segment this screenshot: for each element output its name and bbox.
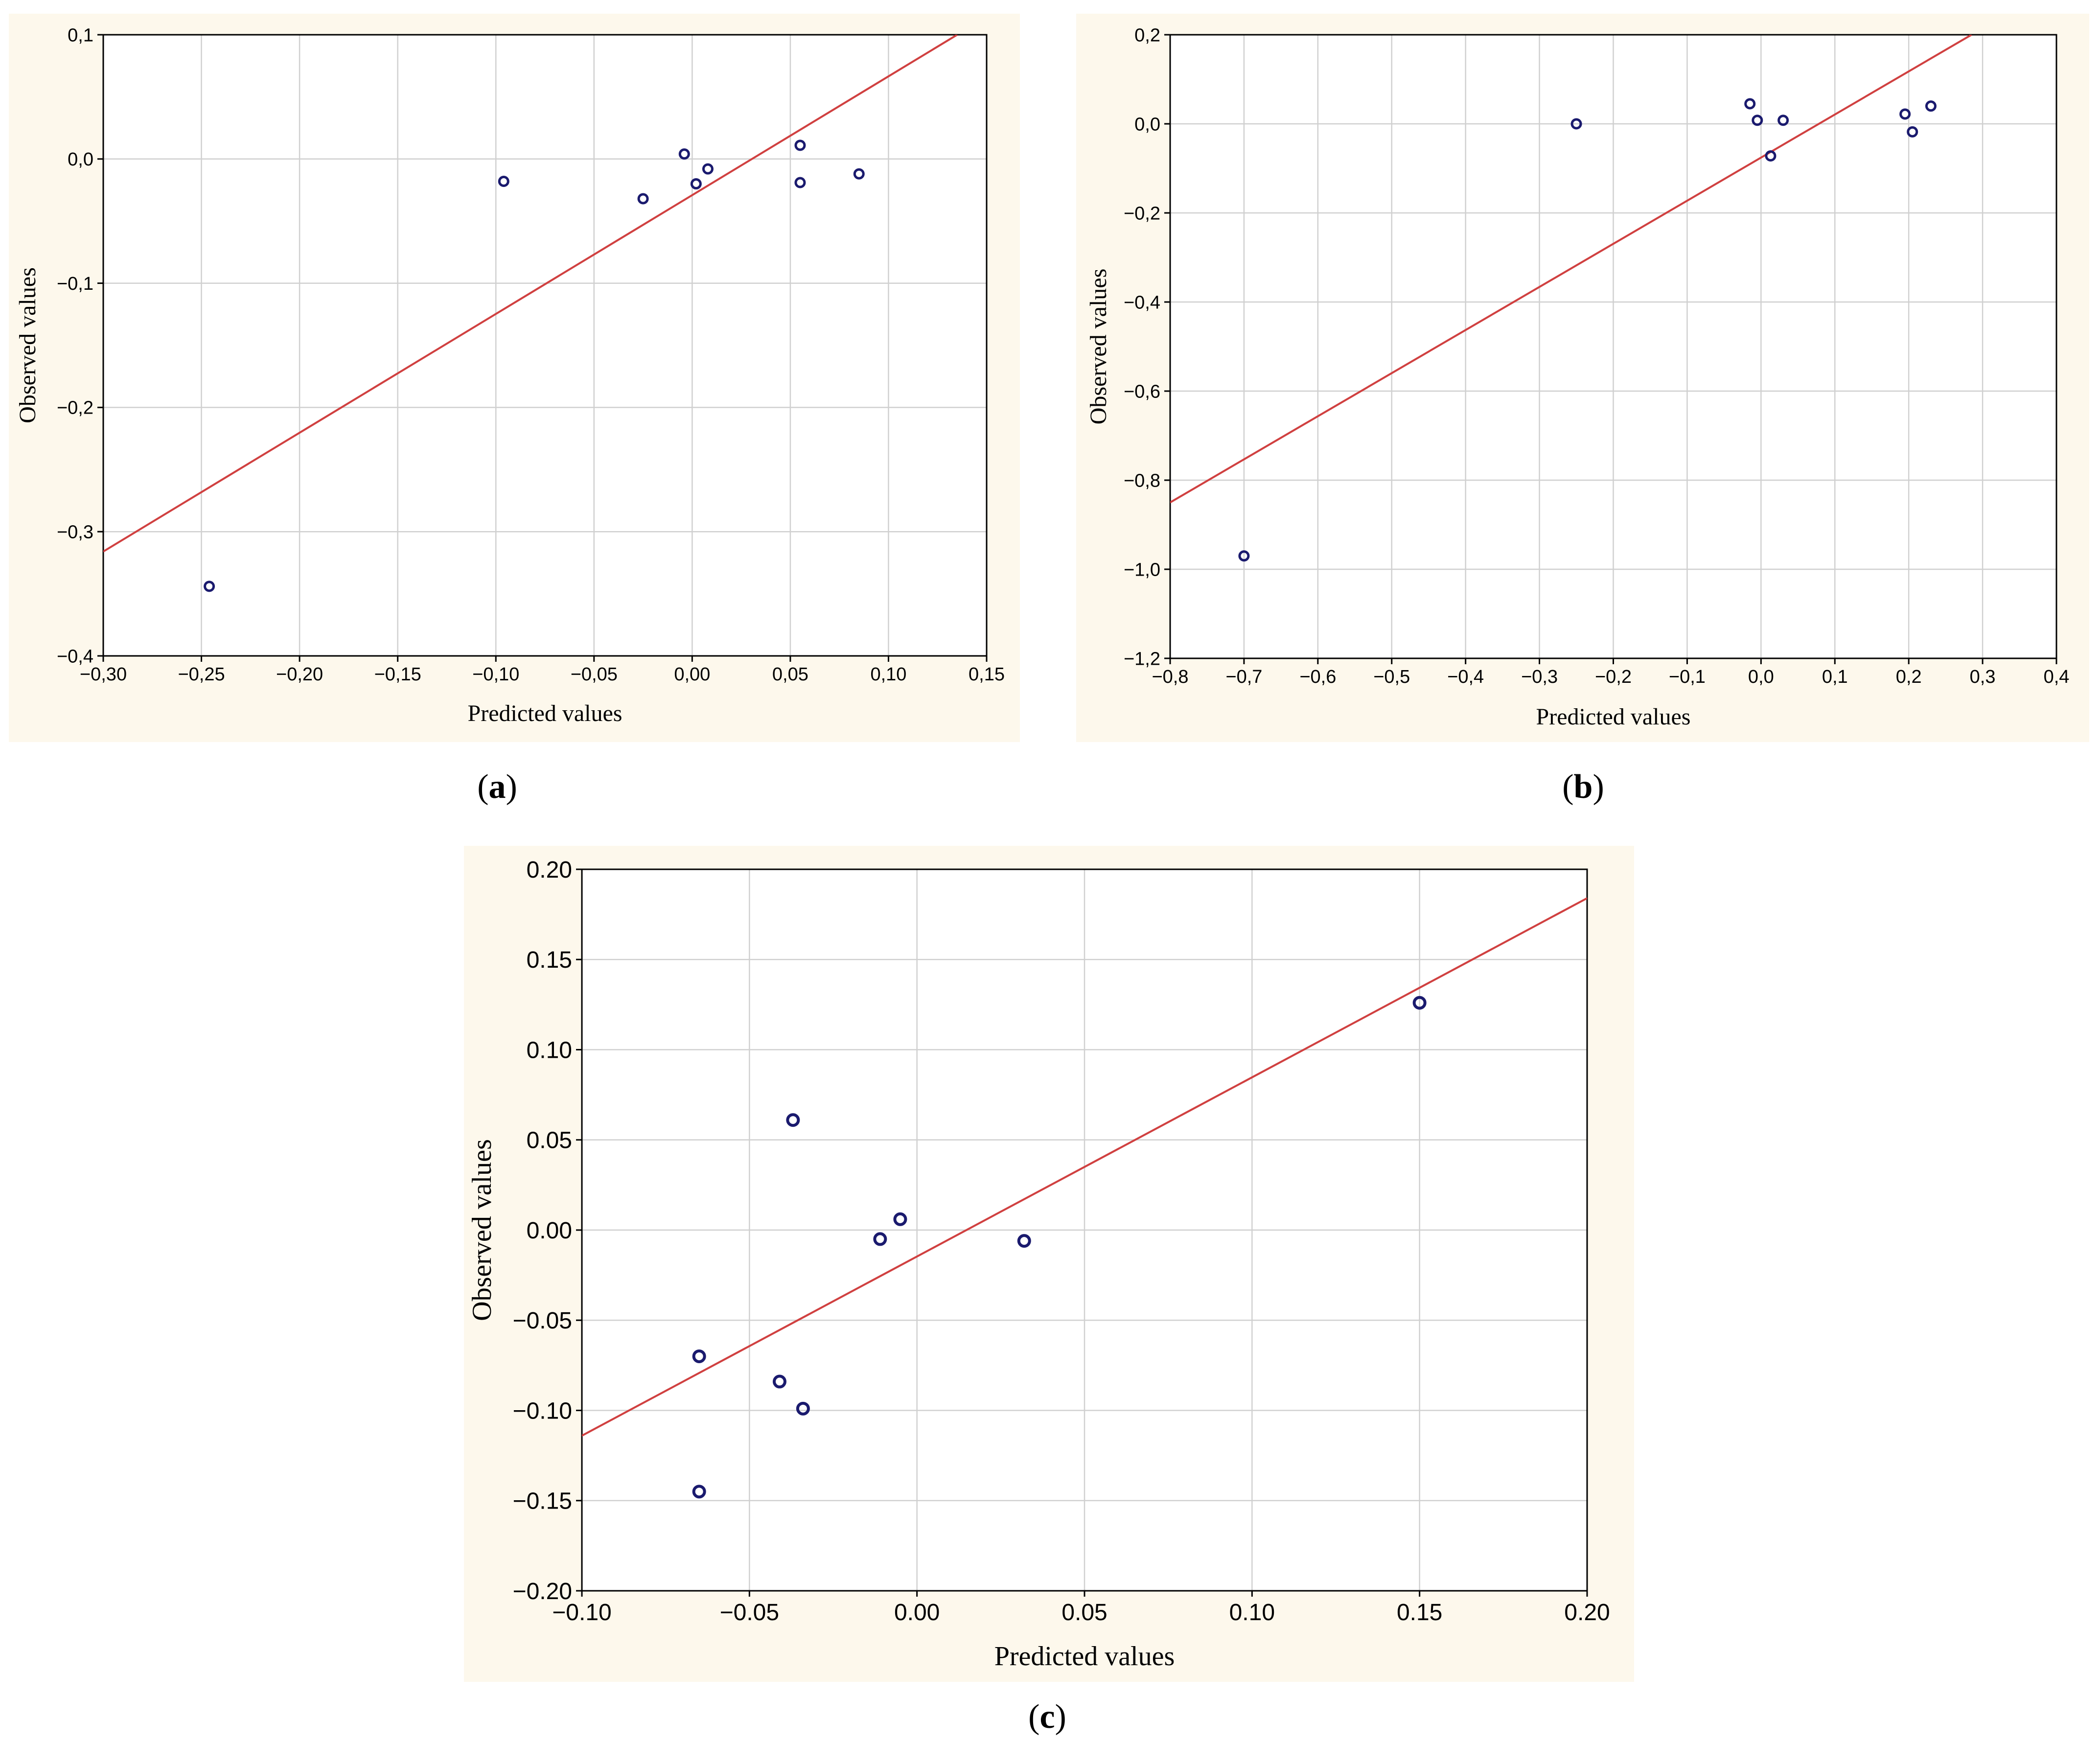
x-tick-label: −0.05 <box>720 1600 779 1626</box>
x-tick-label: −0,7 <box>1225 667 1262 687</box>
data-point <box>1925 100 1937 112</box>
data-point <box>1412 996 1427 1010</box>
y-tick-label: 0,0 <box>1134 114 1160 135</box>
y-tick-label: −0,1 <box>57 274 93 294</box>
y-tick-label: 0,1 <box>68 25 93 46</box>
y-tick-label: −0.10 <box>513 1398 572 1424</box>
y-axis-label: Observed values <box>467 1139 497 1321</box>
x-tick-label: 0.15 <box>1397 1600 1442 1626</box>
data-point <box>1017 1234 1031 1248</box>
data-point <box>692 1349 706 1363</box>
x-tick-label: −0.10 <box>552 1600 611 1626</box>
y-tick-label: −0,2 <box>57 398 93 419</box>
data-point <box>873 1232 887 1246</box>
plot-area <box>102 34 988 657</box>
chart-panel-b: −0,8 −0,7 −0,6 −0,5 −0,4 −0,3 −0,2 −0,1 0,0 0,1 0,… <box>1076 14 2089 806</box>
y-tick-label: −0,4 <box>1124 292 1160 313</box>
y-axis-label: Observed values <box>1085 269 1111 425</box>
data-point <box>893 1212 907 1226</box>
data-point <box>794 177 806 188</box>
regression-line <box>103 35 958 553</box>
y-axis-label: Observed values <box>15 267 41 423</box>
y-tick-label: 0,0 <box>68 149 93 170</box>
regression-line <box>582 897 1587 1437</box>
x-tick-label: −0,6 <box>1299 667 1336 687</box>
data-point <box>786 1113 800 1127</box>
x-axis-label: Predicted values <box>468 700 623 726</box>
x-tick-label: 0,1 <box>1822 667 1848 687</box>
x-axis-label: Predicted values <box>994 1641 1175 1672</box>
x-tick-label: −0,5 <box>1373 667 1410 687</box>
data-point <box>692 1485 706 1499</box>
x-tick-label: 0.00 <box>894 1600 940 1626</box>
y-tick-label: −1,2 <box>1124 649 1160 669</box>
x-tick-label: −0,10 <box>472 664 519 685</box>
data-point <box>637 193 649 205</box>
x-tick-label: 0.10 <box>1229 1600 1275 1626</box>
data-point <box>794 140 806 151</box>
panel-caption: (c) <box>1028 1698 1066 1736</box>
panel-caption: (a) <box>477 768 517 806</box>
x-tick-label: 0.20 <box>1564 1600 1610 1626</box>
data-point <box>498 175 509 187</box>
x-tick-label: −0,8 <box>1152 667 1188 687</box>
y-tick-label: −0.05 <box>513 1308 572 1334</box>
x-tick-label: 0,2 <box>1896 667 1922 687</box>
y-tick-label: −0,2 <box>1124 203 1160 224</box>
x-tick-label: 0,3 <box>1970 667 1996 687</box>
x-tick-label: 0,4 <box>2044 667 2070 687</box>
data-point <box>204 581 215 592</box>
y-tick-label: 0.20 <box>527 857 572 883</box>
y-tick-label: 0.15 <box>527 947 572 973</box>
data-point <box>1570 118 1582 130</box>
data-point <box>702 163 714 175</box>
x-tick-label: −0,30 <box>80 664 127 685</box>
y-tick-label: −0,6 <box>1124 381 1160 402</box>
chart-panel-a: −0,30 −0,25 −0,20 −0,15 −0,10 −0,05 0,00 0,05 0,… <box>9 14 1020 806</box>
chart-panel-c: −0.10 −0.05 0.00 0.05 0.10 0.15 0.20 −0.20 −0.15… <box>464 846 1634 1736</box>
data-point <box>1238 550 1250 562</box>
data-point <box>1765 150 1777 162</box>
x-tick-label: −0,05 <box>571 664 618 685</box>
data-point <box>796 1401 810 1416</box>
x-tick-label: −0,15 <box>374 664 421 685</box>
y-tick-label: 0.10 <box>527 1037 572 1063</box>
x-axis-label: Predicted values <box>1536 704 1691 730</box>
y-tick-label: −0.20 <box>513 1579 572 1604</box>
y-tick-label: −0,8 <box>1124 470 1160 491</box>
x-tick-label: 0.05 <box>1062 1600 1107 1626</box>
x-tick-label: 0,00 <box>674 664 710 685</box>
x-tick-label: −0,20 <box>276 664 323 685</box>
x-tick-label: −0,25 <box>178 664 225 685</box>
y-tick-label: 0.05 <box>527 1128 572 1154</box>
y-tick-label: 0.00 <box>527 1218 572 1244</box>
x-tick-label: −0,2 <box>1595 667 1632 687</box>
x-tick-label: −0,1 <box>1669 667 1706 687</box>
data-point <box>678 148 690 160</box>
x-tick-label: 0,0 <box>1748 667 1774 687</box>
data-point <box>772 1374 786 1389</box>
data-point <box>1752 115 1763 126</box>
data-point <box>1777 115 1789 126</box>
data-point <box>853 168 865 180</box>
y-tick-label: −0.15 <box>513 1488 572 1514</box>
x-tick-label: −0,3 <box>1521 667 1558 687</box>
x-tick-label: 0,15 <box>969 664 1005 685</box>
data-point <box>690 178 702 190</box>
data-point <box>1744 98 1756 110</box>
x-tick-label: 0,05 <box>772 664 808 685</box>
x-tick-label: −0,4 <box>1447 667 1484 687</box>
plot-border <box>102 34 988 657</box>
panel-caption: (b) <box>1562 768 1604 806</box>
y-tick-label: −0,4 <box>57 646 93 667</box>
x-tick-label: 0,10 <box>870 664 906 685</box>
y-tick-label: −1,0 <box>1124 559 1160 580</box>
regression-line <box>1170 35 1972 504</box>
y-tick-label: 0,2 <box>1134 25 1160 46</box>
y-tick-label: −0,3 <box>57 522 93 543</box>
data-point <box>1899 108 1911 120</box>
data-point <box>1907 126 1918 138</box>
